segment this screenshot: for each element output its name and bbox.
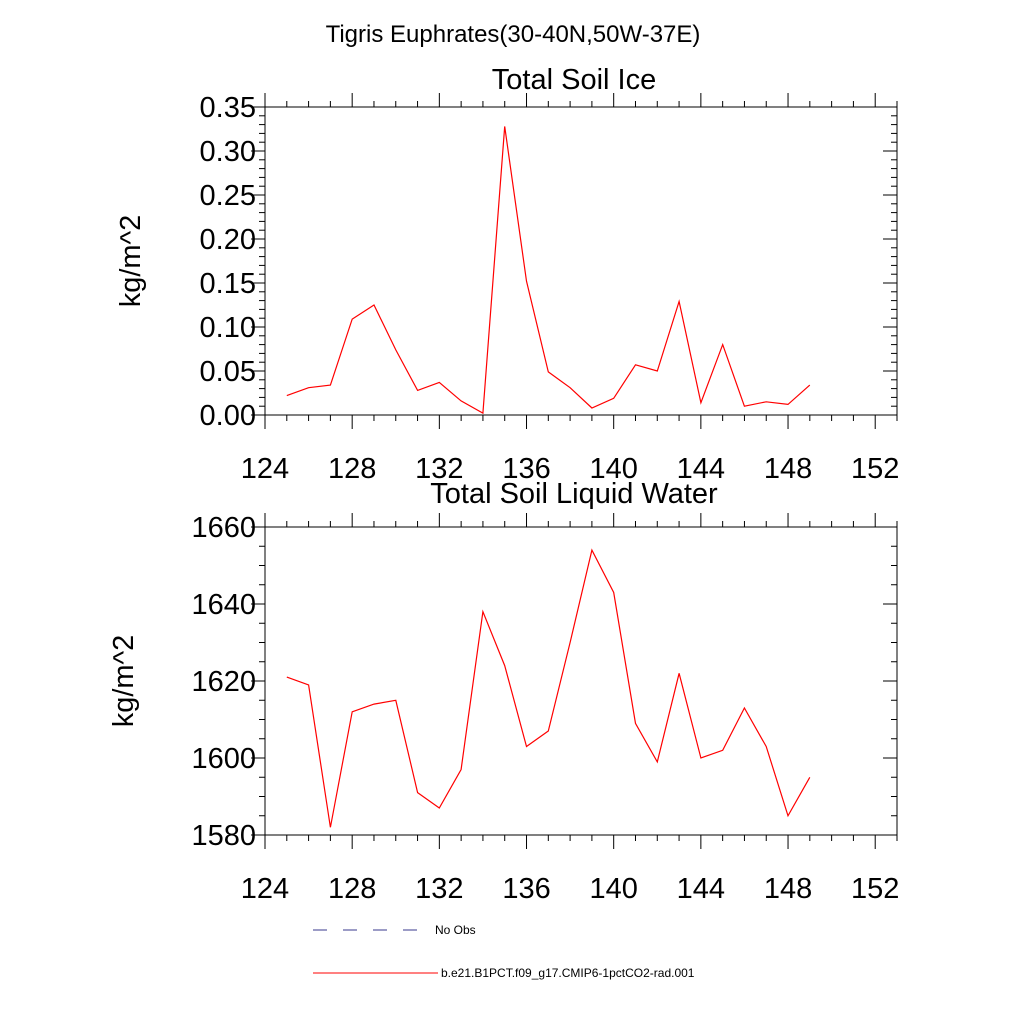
legend-label-model: b.e21.B1PCT.f09_g17.CMIP6-1pctCO2-rad.00… <box>441 966 695 980</box>
y-tick-label: 0.30 <box>200 136 256 168</box>
x-tick-label: 140 <box>589 873 637 905</box>
y-tick-label: 1620 <box>191 666 256 698</box>
figure-suptitle: Tigris Euphrates(30-40N,50W-37E) <box>326 21 701 48</box>
x-tick-label: 148 <box>764 873 812 905</box>
legend-label-no-obs: No Obs <box>435 923 476 937</box>
panel-total-soil-liquid-water: Total Soil Liquid Water 124 128 132 136 140 1… <box>108 478 899 905</box>
y-axis-label: kg/m^2 <box>115 215 147 308</box>
plot-frame <box>264 106 898 416</box>
x-tick-label: 132 <box>415 873 463 905</box>
x-tick-label: 136 <box>502 873 550 905</box>
y-tick-label: 0.05 <box>200 356 256 388</box>
x-tick-label: 144 <box>677 453 725 485</box>
panel-total-soil-ice: Total Soil Ice 124 128 132 136 140 144 148 152 0… <box>115 64 899 485</box>
y-tick-label: 1600 <box>191 743 256 775</box>
y-tick-label: 1640 <box>191 589 256 621</box>
x-tick-label: 128 <box>328 453 376 485</box>
x-tick-label: 132 <box>415 453 463 485</box>
x-tick-label: 144 <box>677 873 725 905</box>
legend: No Obs b.e21.B1PCT.f09_g17.CMIP6-1pctCO2… <box>313 923 695 980</box>
x-tick-label: 128 <box>328 873 376 905</box>
y-tick-label: 0.15 <box>200 268 256 300</box>
y-tick-label: 0.20 <box>200 224 256 256</box>
series-line <box>286 126 811 415</box>
x-tick-label: 152 <box>851 453 899 485</box>
x-tick-label: 124 <box>241 873 289 905</box>
plot-frame <box>264 526 898 836</box>
y-axis-label: kg/m^2 <box>108 635 140 728</box>
series-line <box>286 548 811 828</box>
y-tick-label: 0.10 <box>200 312 256 344</box>
y-tick-label: 1580 <box>191 820 256 852</box>
x-tick-label: 140 <box>589 453 637 485</box>
y-tick-label: 0.25 <box>200 180 256 212</box>
y-tick-label: 1660 <box>191 512 256 544</box>
x-tick-label: 136 <box>502 453 550 485</box>
panel-title: Total Soil Liquid Water <box>430 478 718 510</box>
x-tick-label: 152 <box>851 873 899 905</box>
x-tick-label: 148 <box>764 453 812 485</box>
y-tick-label: 0.35 <box>200 92 256 124</box>
y-tick-label: 0.00 <box>200 400 256 432</box>
x-tick-label: 124 <box>241 453 289 485</box>
panel-title: Total Soil Ice <box>492 64 656 96</box>
